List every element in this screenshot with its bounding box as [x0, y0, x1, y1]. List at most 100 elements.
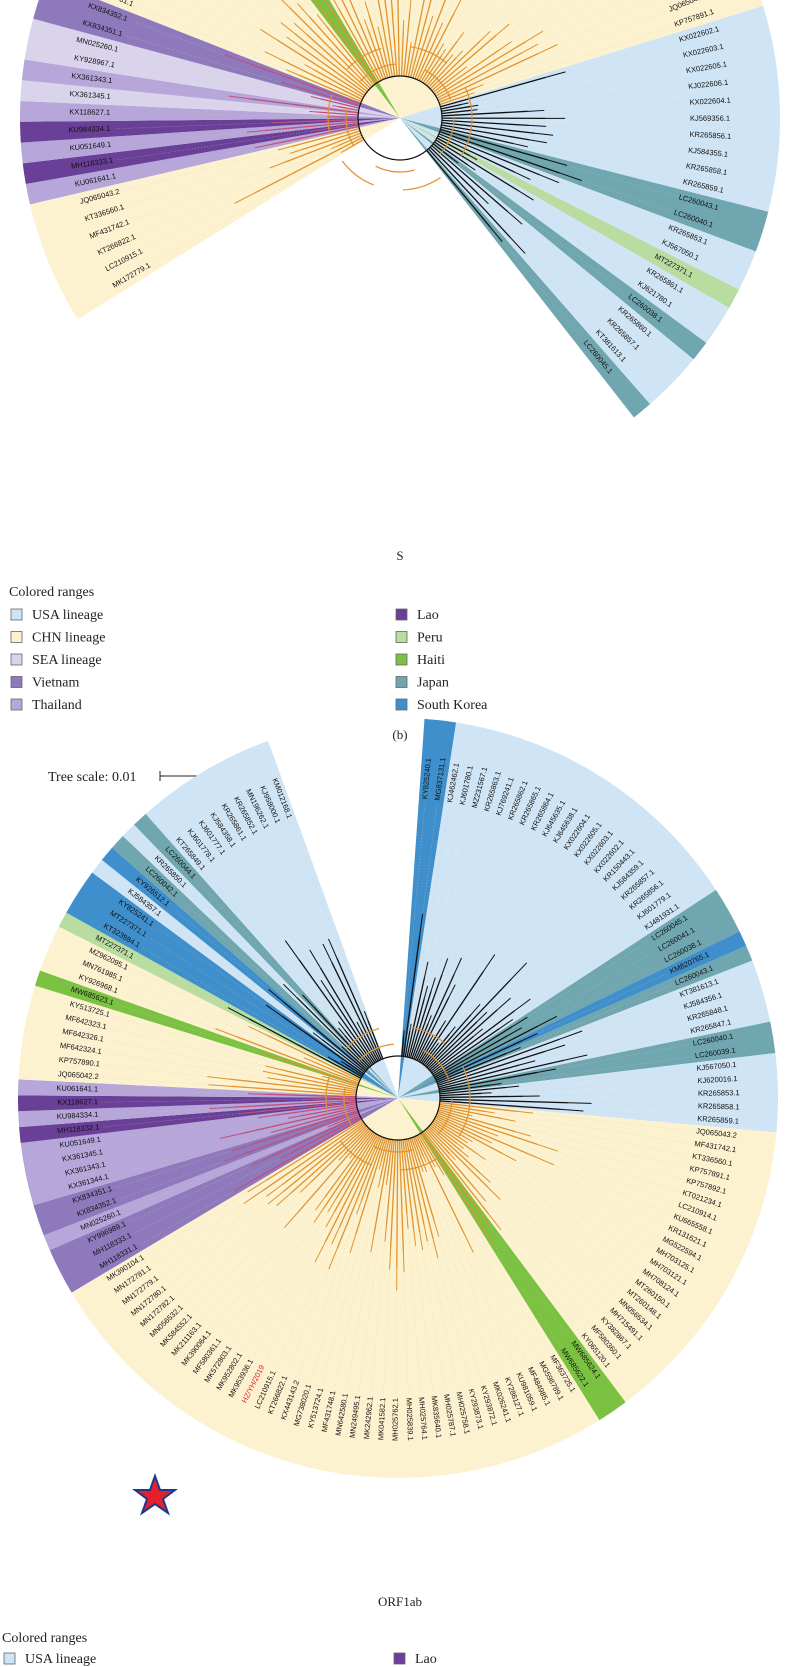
- panel-orf1ab-branch: [420, 1132, 483, 1227]
- panel-orf1ab-branch-tip: [479, 1172, 491, 1183]
- panel-s-range-lao: [22, 118, 400, 184]
- panel-s-range-thailand: [25, 118, 401, 205]
- panel-s-branch: [284, 132, 362, 163]
- panel-orf1ab-branch: [333, 1113, 360, 1126]
- panel-orf1ab-branch: [313, 1097, 357, 1100]
- panel-orf1ab-branch-tip: [499, 1018, 514, 1029]
- panel-orf1ab-branch: [267, 1115, 361, 1159]
- panel-orf1ab-branch: [435, 1040, 522, 1081]
- panel-orf1ab-branch-tip: [356, 1200, 362, 1215]
- panel-s-range-lao: [20, 118, 401, 143]
- panel-orf1ab-branch-tip: [327, 1198, 337, 1213]
- panel-orf1ab-branch-tip: [433, 1220, 440, 1237]
- panel-s-branch-tip: [331, 145, 338, 150]
- panel-s-branch: [367, 29, 387, 79]
- panel-orf1ab-branch: [433, 1026, 513, 1077]
- panel-orf1ab-leaf-guide: [516, 1160, 660, 1238]
- panel-s-branch-tip: [438, 43, 445, 52]
- panel-s-branch-tip: [309, 110, 319, 113]
- panel-s-branch: [299, 45, 367, 95]
- panel-orf1ab-branch-tip: [475, 1188, 487, 1202]
- panel-s-range-thailand: [20, 118, 401, 164]
- panel-s-branch: [434, 49, 500, 95]
- panel-s-branch: [298, 74, 362, 103]
- panel-orf1ab-branch-tip: [423, 1224, 428, 1242]
- panel-s-branch: [346, 138, 365, 150]
- panel-orf1ab-branch: [416, 997, 450, 1061]
- panel-s-leaf-guide: [445, 0, 479, 50]
- legend-title: Colored ranges: [9, 585, 94, 600]
- panel-orf1ab-branch: [311, 1126, 369, 1183]
- panel-orf1ab-branch-tip: [328, 938, 338, 959]
- panel-orf1ab-tree: KY825240.1 MG837131.1KJ462462.1KJ601780.1…: [18, 718, 778, 1479]
- panel-orf1ab-range-thailand: [20, 1098, 399, 1206]
- panel-orf1ab-branch: [336, 957, 382, 1060]
- panel-orf1ab-leaf-guide: [467, 1142, 647, 1259]
- panel-orf1ab-leaf-guide: [196, 880, 303, 995]
- panel-orf1ab-branch-tip: [327, 1123, 335, 1128]
- panel-s-branch-tip: [224, 54, 246, 63]
- panel-orf1ab-branch-tip: [544, 1044, 566, 1052]
- panel-orf1ab-leaf-guide: [432, 839, 543, 1036]
- panel-s-branch: [440, 103, 463, 110]
- panel-orf1ab-range-japan: [398, 889, 740, 1098]
- panel-orf1ab-leaf-guide: [134, 1158, 280, 1234]
- panel-s-branch: [338, 106, 359, 112]
- panel-orf1ab-branch: [417, 1134, 433, 1161]
- panel-orf1ab-leaf-guide: [565, 1008, 681, 1046]
- panel-orf1ab-colored-ranges: [18, 718, 778, 1479]
- panel-orf1ab-range-usa: [92, 859, 399, 1098]
- panel-orf1ab-branch-tip: [377, 1178, 381, 1188]
- panel-orf1ab-branch: [280, 1069, 358, 1089]
- panel-orf1ab-branch-tip: [488, 1213, 502, 1231]
- legend-title: Colored ranges: [2, 1631, 87, 1646]
- panel-s-branch: [426, 149, 491, 228]
- panel-s-leaf-guide: [118, 66, 333, 106]
- panel-s-branch: [318, 111, 359, 116]
- panel-orf1ab-branch: [321, 1039, 366, 1073]
- panel-orf1ab-branch-tip: [284, 940, 300, 961]
- panel-s-branch: [294, 33, 368, 93]
- panel-orf1ab-branch: [331, 962, 381, 1061]
- panel-orf1ab-branch-tip: [490, 1082, 502, 1086]
- panel-orf1ab-leaf-label: KJ620016.1: [697, 1074, 737, 1085]
- panel-orf1ab-range-thailand: [18, 1098, 399, 1128]
- panel-separator: [0, 530, 800, 730]
- panel-s-branch: [435, 139, 519, 191]
- panel-orf1ab-branch: [409, 990, 432, 1059]
- panel-orf1ab-branch-tip: [453, 957, 463, 975]
- panel-s-branch: [416, 32, 439, 80]
- panel-s-branch: [422, 55, 442, 84]
- panel-s-branch: [368, 14, 389, 78]
- panel-s-range-sea: [24, 18, 401, 119]
- panel-orf1ab-branch-tip: [502, 1118, 516, 1122]
- panel-s-branch: [301, 130, 361, 151]
- panel-orf1ab-branch-tip: [517, 1110, 534, 1114]
- panel-s-branch: [305, 33, 370, 91]
- panel-orf1ab-branch: [281, 1015, 365, 1075]
- panel-s-branch: [407, 0, 425, 77]
- panel-orf1ab-branch: [389, 1139, 397, 1249]
- panel-orf1ab-branch: [334, 1060, 363, 1078]
- legend-s-item-swatch: [10, 676, 23, 688]
- panel-s-branch: [324, 0, 379, 83]
- panel-s-branch-tip: [286, 69, 300, 76]
- panel-orf1ab-branch: [439, 1092, 482, 1097]
- panel-orf1ab-branch-tip: [449, 1153, 456, 1161]
- panel-s-branch: [441, 110, 528, 117]
- panel-s-range-usa: [400, 118, 756, 290]
- panel-orf1ab-leaf-guide: [407, 1228, 421, 1394]
- panel-orf1ab-branch: [385, 1139, 395, 1225]
- panel-orf1ab-leaf-label: MH025762.1: [391, 1398, 400, 1441]
- panel-s-colored-ranges: [20, 0, 780, 418]
- panel-orf1ab-branch-tip: [475, 1152, 486, 1160]
- tree-scale-label: Tree scale: 0.01: [48, 770, 137, 785]
- panel-s-branch: [377, 0, 394, 77]
- panel-orf1ab-branch-tip: [461, 1150, 469, 1158]
- panel-orf1ab-leaf-guide: [512, 930, 643, 1020]
- panel-s-branch-tip: [534, 132, 554, 136]
- panel-orf1ab-branch-tip: [208, 1084, 232, 1087]
- panel-s-branch-tip: [304, 64, 316, 71]
- panel-orf1ab-branch-tip: [309, 949, 321, 968]
- panel-orf1ab-branch: [422, 1047, 436, 1065]
